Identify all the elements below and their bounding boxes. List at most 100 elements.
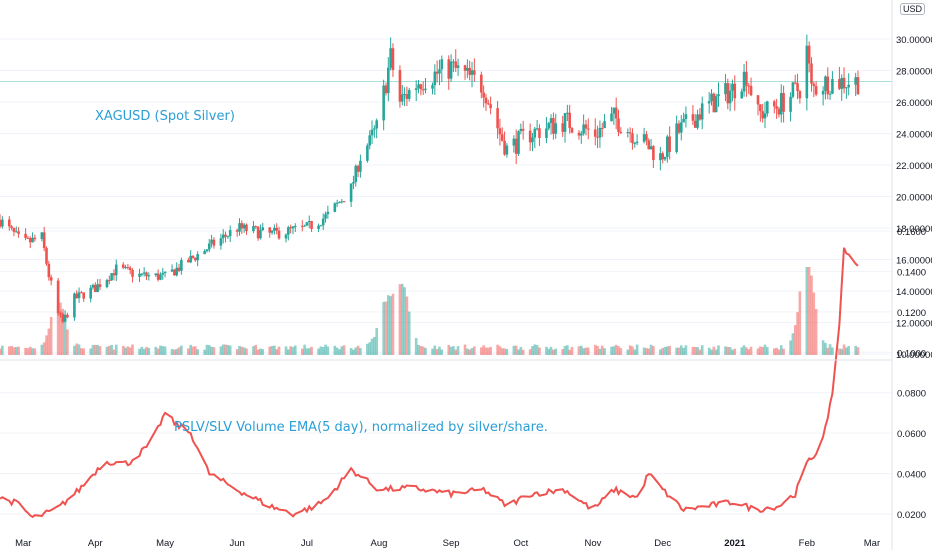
volume-bar — [131, 344, 134, 355]
volume-bar — [698, 349, 702, 355]
volume-bar — [307, 348, 311, 355]
volume-bar — [105, 346, 109, 355]
volume-bar — [586, 347, 590, 355]
volume-bar — [796, 312, 799, 355]
candle-body — [582, 124, 585, 134]
candle-body — [779, 93, 783, 115]
candle-body — [159, 274, 162, 280]
volume-bar — [294, 345, 297, 355]
candle-body — [338, 202, 341, 204]
candle-body — [617, 118, 620, 132]
candle-body — [535, 128, 539, 130]
candle-body — [207, 243, 211, 250]
volume-bar — [598, 348, 602, 355]
price-axis[interactable]: 30.00000 28.00000 26.00000 24.00000 22.00000… — [896, 35, 932, 361]
candle-body — [566, 112, 569, 114]
candle-body — [340, 201, 344, 203]
price-tick-label: 24.00000 — [896, 130, 932, 141]
candle-body — [189, 255, 192, 263]
volume-bar — [661, 347, 664, 355]
candle-body — [163, 271, 167, 274]
volume-bar — [463, 344, 467, 355]
volume-bar — [447, 344, 451, 355]
time-tick-label: Feb — [799, 538, 815, 549]
volume-bar — [126, 346, 130, 355]
candle-body — [698, 114, 702, 120]
candle-body — [403, 94, 406, 96]
candle-body — [303, 225, 306, 227]
volume-bar — [596, 345, 599, 355]
candle-body — [375, 120, 378, 129]
volume-bar — [161, 346, 165, 355]
volume-bar — [603, 348, 606, 355]
candle-body — [45, 248, 48, 264]
candle-body — [519, 128, 523, 132]
candle-body — [828, 93, 832, 95]
volume-bar — [382, 301, 385, 355]
volume-bar — [338, 349, 341, 355]
candle-body — [489, 104, 492, 109]
candle-body — [8, 219, 11, 227]
volume-bar — [438, 346, 441, 355]
candle-body — [382, 85, 385, 121]
candle-body — [317, 225, 320, 230]
volume-bar — [677, 347, 681, 355]
candle-body — [131, 270, 134, 277]
candle-body — [24, 233, 27, 238]
volume-bar — [349, 348, 353, 355]
volume-bar — [366, 343, 369, 355]
candle-body — [775, 106, 778, 109]
volume-bar — [12, 347, 16, 355]
volume-bar — [121, 345, 125, 355]
candle-body — [47, 263, 51, 278]
candle-body — [512, 138, 516, 146]
candle-body — [805, 45, 809, 99]
volume-bar — [235, 349, 239, 355]
volume-bar — [400, 283, 404, 355]
volume-bar — [270, 345, 274, 355]
price-tick-label: 20.00000 — [896, 193, 932, 204]
candle-body — [824, 76, 827, 91]
volume-bar — [449, 346, 453, 355]
volume-bar — [210, 346, 213, 355]
candle-body — [812, 83, 816, 87]
candle-body — [435, 71, 439, 74]
candle-body — [228, 230, 232, 237]
volume-bar — [77, 344, 81, 355]
ratio-tick-label: 0.0400 — [897, 470, 926, 481]
volume-bar — [824, 342, 827, 355]
candle-body — [252, 226, 255, 232]
ratio-axis[interactable]: 0.1600 0.1400 0.1200 0.1000 0.0800 0.0600 0.04… — [897, 227, 926, 521]
candle-body — [633, 143, 637, 145]
volume-bar — [826, 347, 830, 355]
volume-bar — [845, 347, 848, 355]
volume-bar — [500, 348, 504, 355]
volume-bar — [728, 347, 732, 355]
candle-body — [259, 230, 262, 239]
candle-body — [691, 114, 695, 121]
currency-badge[interactable]: USD — [900, 3, 926, 15]
candle-body — [845, 87, 848, 89]
time-axis[interactable]: Mar Apr May Jun Jul Aug Sep Oct Nov Dec 2021 Feb Mar — [15, 538, 880, 549]
volume-bar — [856, 347, 860, 355]
time-tick-label: Nov — [584, 538, 601, 549]
candle-body — [714, 96, 718, 113]
candle-body — [496, 108, 499, 129]
candle-body — [254, 226, 258, 228]
volume-bar — [514, 345, 518, 355]
candle-body — [480, 74, 483, 93]
ratio-tick-label: 0.0200 — [897, 510, 926, 521]
volume-bar — [319, 346, 323, 355]
candle-body — [521, 128, 525, 131]
volume-bar — [154, 346, 158, 355]
volume-bar — [600, 345, 604, 355]
volume-bar — [742, 345, 746, 355]
volume-bar — [80, 348, 83, 355]
candle-body — [170, 269, 174, 272]
volume-bar — [321, 347, 325, 355]
volume-bar — [740, 347, 744, 355]
candle-body — [96, 284, 99, 293]
candle-body — [600, 127, 604, 129]
price-tick-label: 18.00000 — [896, 224, 932, 235]
volume-bar — [810, 275, 813, 355]
